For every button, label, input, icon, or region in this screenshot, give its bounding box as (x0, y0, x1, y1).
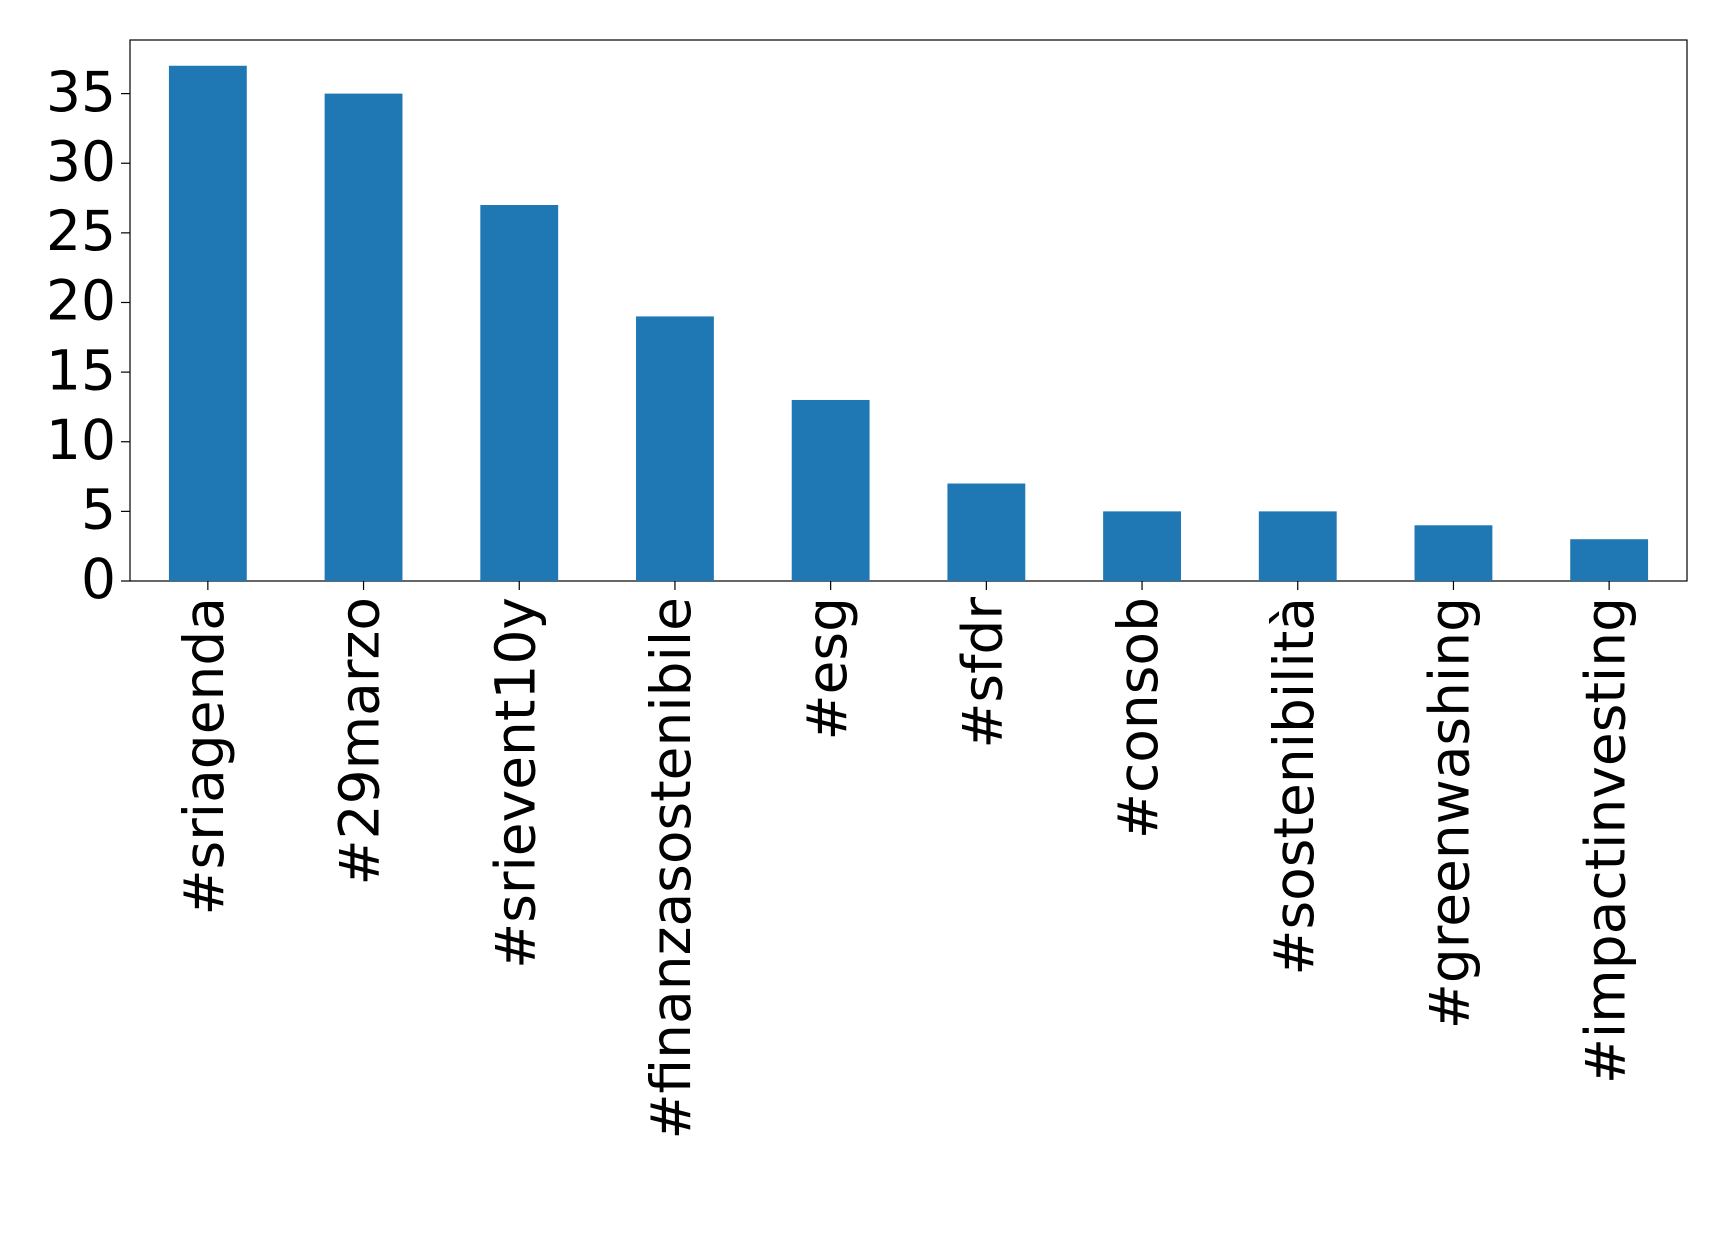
x-tick-label: #srievent10y (483, 597, 547, 969)
y-tick-label: 10 (46, 408, 116, 472)
y-tick-label: 5 (81, 478, 116, 542)
x-tick-label: #consob (1106, 597, 1170, 839)
bar (1570, 539, 1649, 581)
x-tick-label: #sfdr (950, 597, 1014, 749)
x-tick-label: #sostenibilità (1262, 597, 1326, 976)
x-tick-label: #finanzasostenibile (639, 597, 703, 1140)
x-tick-label: #impactinvesting (1573, 597, 1637, 1084)
x-tick-label: #greenwashing (1418, 597, 1482, 1029)
x-tick-label: #sriagenda (172, 597, 236, 916)
bar (1414, 525, 1493, 581)
bar (636, 316, 714, 581)
bar (791, 399, 870, 581)
bar (168, 65, 247, 581)
axes-frame (129, 39, 1688, 582)
bar (480, 205, 559, 581)
y-tick-label: 0 (81, 547, 116, 611)
bar (324, 93, 403, 581)
y-tick-label: 15 (46, 338, 116, 402)
y-tick-label: 30 (46, 129, 116, 193)
x-tick-label: #esg (795, 597, 859, 741)
bar (1103, 511, 1181, 581)
bar (947, 483, 1026, 581)
y-tick-label: 25 (46, 199, 116, 263)
y-tick-label: 20 (46, 269, 116, 333)
bar (1258, 511, 1337, 581)
y-tick-label: 35 (46, 60, 116, 124)
x-tick-label: #29marzo (328, 597, 392, 885)
